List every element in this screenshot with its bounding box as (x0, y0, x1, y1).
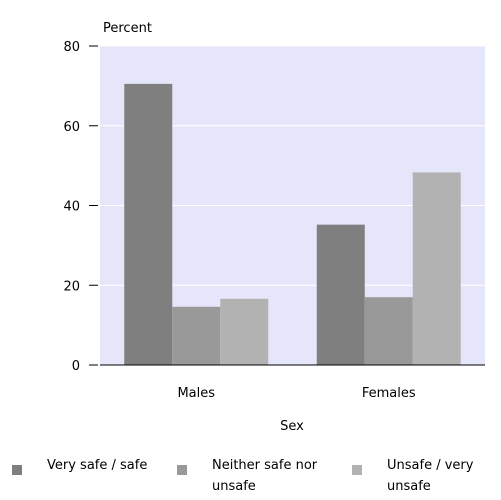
bar (124, 83, 173, 365)
legend-label: Very safe / safe (47, 458, 148, 473)
legend-swatch (352, 465, 362, 475)
y-tick-label: 0 (72, 359, 80, 374)
legend-swatch (12, 465, 22, 475)
chart-legend: Very safe / safe Neither safe nor unsafe U… (0, 452, 501, 500)
x-tick-label: Males (177, 386, 215, 401)
y-tick-label: 20 (63, 279, 80, 294)
y-axis: 0 20 40 60 80 (63, 40, 98, 374)
x-axis: Males Females (177, 386, 415, 401)
bars (124, 83, 461, 365)
y-tick-label: 40 (63, 200, 80, 215)
x-tick-label: Females (362, 386, 416, 401)
legend-swatch (177, 465, 187, 475)
bar (316, 224, 365, 365)
legend-label: Unsafe / very unsafe (387, 458, 474, 494)
y-axis-title: Percent (103, 21, 152, 36)
y-tick-label: 60 (63, 120, 80, 135)
bar (172, 306, 221, 365)
bar (220, 298, 269, 365)
x-axis-title: Sex (280, 419, 304, 434)
y-tick-label: 80 (63, 40, 80, 55)
bar (364, 297, 413, 365)
bar (412, 172, 461, 365)
legend-label: Neither safe nor unsafe (212, 458, 318, 494)
